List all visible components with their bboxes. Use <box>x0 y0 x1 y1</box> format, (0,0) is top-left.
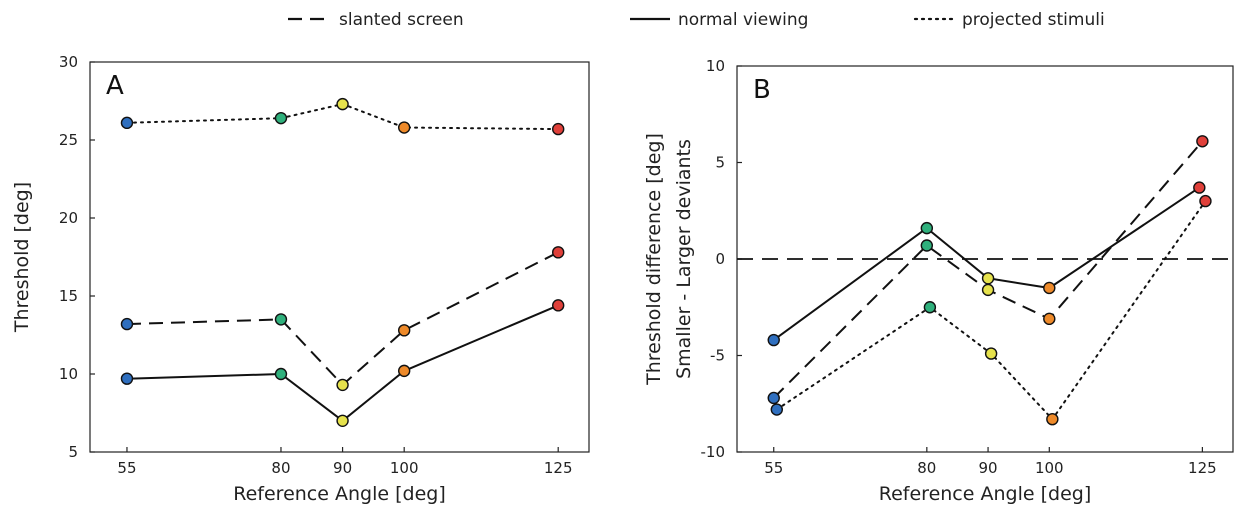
y-tick-label: -5 <box>710 347 725 365</box>
y-tick-label: 10 <box>706 57 725 75</box>
panel-letter: A <box>106 71 124 101</box>
data-point-normal <box>551 299 565 312</box>
data-point-normal <box>1193 181 1206 194</box>
legend-label-slanted: slanted screen <box>339 10 464 30</box>
series-line-slanted <box>772 140 1204 399</box>
data-point-slanted <box>1196 135 1209 148</box>
data-point-normal <box>767 333 780 347</box>
plot-frame <box>89 61 590 453</box>
data-point-slanted <box>767 391 780 405</box>
y-tick-label: 0 <box>715 250 725 268</box>
data-point-slanted <box>336 378 349 392</box>
data-point-slanted <box>1043 312 1056 326</box>
legend-label-projected: projected stimuli <box>962 10 1105 30</box>
series-line-normal <box>773 186 1200 341</box>
data-point-projected <box>770 403 784 416</box>
x-tick-label: 100 <box>1035 459 1064 477</box>
y-axis-title: Threshold difference [deg] <box>643 133 665 386</box>
data-point-slanted <box>120 317 134 331</box>
data-point-slanted <box>274 313 288 326</box>
legend-item-slanted: slanted screen <box>288 10 464 30</box>
x-tick-label: 80 <box>271 459 290 477</box>
x-axis-title: Reference Angle [deg] <box>879 483 1091 505</box>
y-axis-subtitle: Smaller - Larger deviants <box>673 139 695 379</box>
y-tick-label: 30 <box>59 53 78 71</box>
plot-frame <box>736 65 1234 453</box>
data-point-projected <box>1046 412 1059 426</box>
data-point-slanted <box>981 283 995 297</box>
data-point-slanted <box>551 246 565 259</box>
data-point-projected <box>984 347 998 360</box>
data-point-normal <box>1043 281 1056 295</box>
data-point-projected <box>397 121 411 134</box>
x-tick-label: 125 <box>544 459 573 477</box>
y-tick-label: -10 <box>701 443 726 461</box>
data-point-slanted <box>397 324 411 337</box>
x-tick-label: 125 <box>1188 459 1217 477</box>
series-line-projected <box>775 200 1207 421</box>
legend: slanted screen normal viewing projected st… <box>288 10 1105 30</box>
x-tick-label: 55 <box>764 459 783 477</box>
panel-letter: B <box>753 75 771 105</box>
y-tick-label: 25 <box>59 131 78 149</box>
x-tick-label: 90 <box>333 459 352 477</box>
data-point-projected <box>923 301 937 314</box>
x-tick-label: 55 <box>117 459 136 477</box>
data-point-projected <box>1199 194 1212 208</box>
x-tick-label: 100 <box>390 459 419 477</box>
data-point-normal <box>274 367 288 381</box>
x-tick-label: 90 <box>979 459 998 477</box>
data-point-normal <box>120 372 134 385</box>
data-point-projected <box>274 111 288 125</box>
series-line-normal <box>126 304 559 422</box>
legend-item-normal: normal viewing <box>630 10 808 30</box>
data-point-projected <box>551 122 565 136</box>
panel-b: -10 -5 0 5 10 55 80 90 100 125 Reference Angle [de… <box>643 57 1234 505</box>
x-tick-label: 80 <box>917 459 936 477</box>
x-axis-title: Reference Angle [deg] <box>233 483 445 505</box>
data-point-normal <box>981 272 995 285</box>
y-axis-title: Threshold [deg] <box>11 182 33 333</box>
data-point-slanted <box>920 239 934 252</box>
y-tick-label: 5 <box>68 443 78 461</box>
data-point-normal <box>397 364 411 378</box>
y-tick-label: 20 <box>59 209 78 227</box>
data-point-projected <box>336 97 349 111</box>
panel-a: 5 10 15 20 25 30 55 80 90 100 125 Reference Angle [… <box>11 53 590 505</box>
y-tick-label: 15 <box>59 287 78 305</box>
data-point-projected <box>120 116 134 130</box>
data-point-normal <box>920 221 934 235</box>
legend-item-projected: projected stimuli <box>913 10 1105 30</box>
y-tick-label: 5 <box>715 154 725 172</box>
series-line-slanted <box>126 251 559 386</box>
legend-label-normal: normal viewing <box>678 10 808 30</box>
data-point-normal <box>336 414 349 427</box>
y-tick-label: 10 <box>59 365 78 383</box>
